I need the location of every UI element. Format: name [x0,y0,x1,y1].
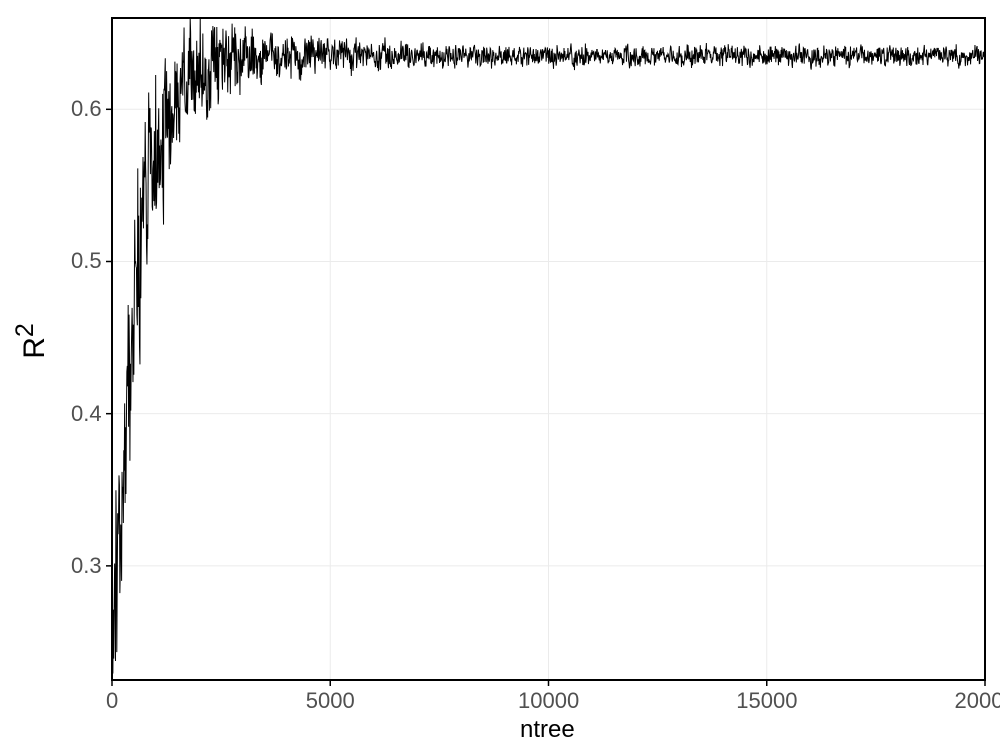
y-axis-label-sup: 2 [11,323,39,337]
chart-container: R2 ntree 0 5000 10000 15000 20000 0.3 0.4 0.5 0.… [0,0,1000,746]
x-tick-label: 20000 [955,688,1000,714]
x-tick-label: 5000 [306,688,355,714]
x-tick-label: 10000 [518,688,579,714]
y-tick-label: 0.6 [71,96,102,122]
chart-svg [0,0,1000,746]
y-tick-label: 0.4 [71,401,102,427]
y-tick-label: 0.5 [71,248,102,274]
y-axis-label: R2 [11,311,45,371]
x-axis-label: ntree [520,716,575,744]
y-axis-label-base: R [18,337,51,359]
y-tick-label: 0.3 [71,553,102,579]
x-tick-label: 0 [106,688,118,714]
x-tick-label: 15000 [736,688,797,714]
